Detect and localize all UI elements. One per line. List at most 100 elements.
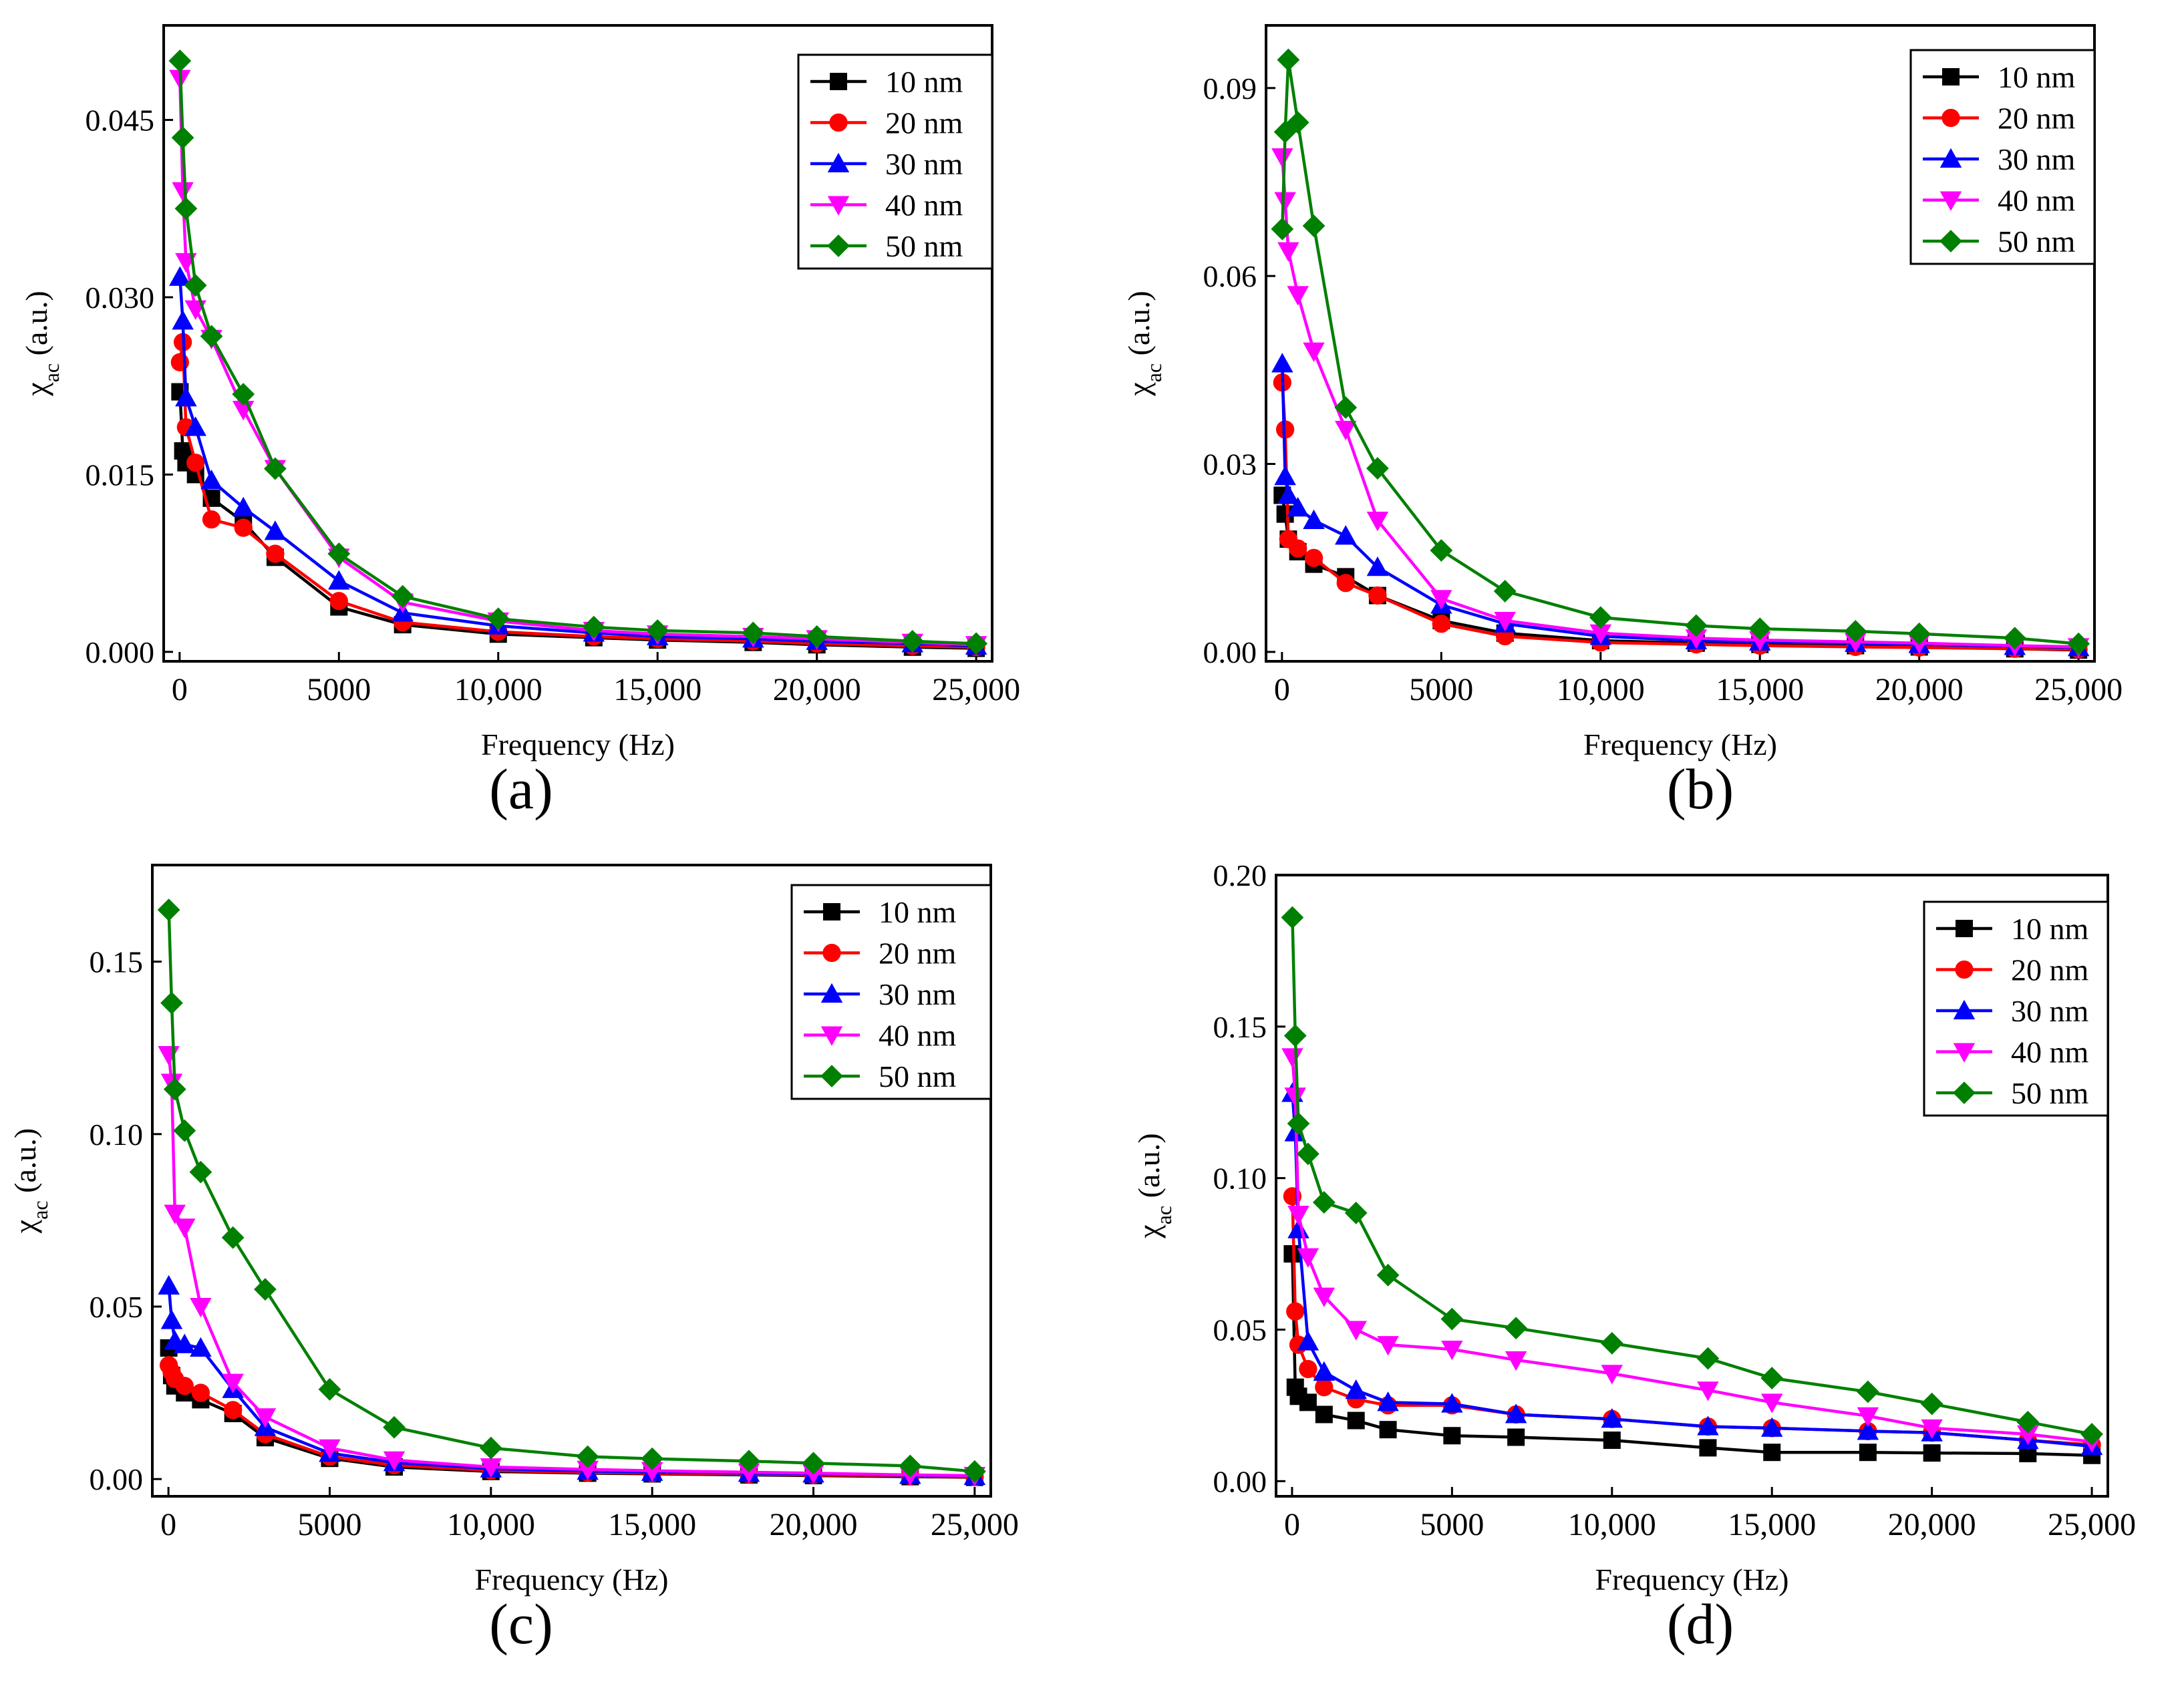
data-point bbox=[1845, 633, 1867, 653]
series-10-nm bbox=[1273, 486, 2088, 659]
data-point bbox=[1286, 1302, 1305, 1321]
data-point bbox=[2067, 632, 2090, 655]
data-point bbox=[1281, 906, 1304, 929]
data-point bbox=[1315, 1378, 1334, 1397]
data-point bbox=[1297, 1248, 1319, 1268]
data-point bbox=[1299, 1393, 1317, 1411]
chart-panel-d: 0 5000 10,000 15,000 20,000 25,000 0.00 0.05 0.1… bbox=[1132, 858, 2136, 1596]
data-point bbox=[1600, 1332, 1623, 1355]
data-point bbox=[1907, 622, 1931, 645]
panel-label: (b) bbox=[1667, 757, 1734, 821]
data-point bbox=[1287, 286, 1309, 306]
data-point bbox=[172, 310, 194, 330]
data-point bbox=[1760, 1393, 1783, 1413]
data-point bbox=[1368, 586, 1387, 605]
x-tick-label: 10,000 bbox=[1557, 672, 1645, 707]
data-point bbox=[186, 454, 205, 472]
chart-panel-c: 0 5000 10,000 15,000 20,000 25,000 0.00 0.05 0.1… bbox=[8, 864, 1019, 1596]
data-point bbox=[641, 1447, 664, 1470]
data-point bbox=[1859, 1444, 1877, 1462]
data-point bbox=[264, 457, 287, 480]
y-tick-label: 0.030 bbox=[86, 281, 155, 315]
data-point bbox=[1856, 1380, 1879, 1403]
data-point bbox=[1696, 1347, 1720, 1370]
x-tick-label: 15,000 bbox=[613, 672, 701, 707]
x-tick-label: 5000 bbox=[307, 672, 371, 707]
data-point bbox=[175, 1377, 194, 1395]
y-axis-label: χac (a.u.) bbox=[8, 1128, 52, 1234]
data-point bbox=[646, 619, 669, 642]
data-point bbox=[1344, 1201, 1368, 1224]
x-tick-label: 25,000 bbox=[931, 1507, 1019, 1542]
series-20-nm bbox=[159, 1356, 984, 1486]
data-point bbox=[319, 1439, 341, 1459]
series-line bbox=[1291, 917, 2092, 1436]
data-point bbox=[2003, 627, 2026, 650]
series-30-nm bbox=[158, 1275, 986, 1486]
data-point bbox=[1697, 1415, 1719, 1436]
legend-label: 20 nm bbox=[2011, 953, 2089, 987]
data-point bbox=[1377, 1391, 1399, 1411]
series-20-nm bbox=[1273, 373, 2088, 659]
data-point bbox=[158, 1275, 180, 1295]
data-point bbox=[1430, 539, 1453, 562]
data-point bbox=[805, 625, 828, 648]
data-point bbox=[172, 182, 194, 202]
data-point bbox=[174, 1333, 196, 1353]
data-point bbox=[1277, 48, 1300, 71]
legend: 10 nm 20 nm 30 nm 40 nm 50 nm bbox=[797, 53, 993, 270]
x-tick-label: 5000 bbox=[1420, 1507, 1484, 1542]
y-tick-label: 0.015 bbox=[86, 458, 155, 492]
data-point bbox=[1748, 617, 1772, 641]
data-point bbox=[1857, 1407, 1879, 1427]
data-point bbox=[1271, 148, 1293, 168]
x-tick-label: 20,000 bbox=[770, 1507, 858, 1542]
data-point bbox=[1284, 1087, 1306, 1108]
series-line bbox=[1291, 1196, 2092, 1447]
data-point bbox=[1601, 1408, 1623, 1428]
y-tick-label: 0.045 bbox=[86, 104, 155, 138]
data-point bbox=[1493, 580, 1517, 603]
data-point bbox=[1273, 120, 1297, 144]
plot-frame bbox=[1265, 24, 2096, 663]
data-point bbox=[1844, 620, 1867, 643]
x-tick-label: 15,000 bbox=[1728, 1507, 1816, 1542]
data-point bbox=[168, 49, 192, 72]
data-point bbox=[576, 1445, 599, 1468]
data-point bbox=[1441, 1340, 1463, 1361]
x-tick-label: 5000 bbox=[1409, 672, 1473, 707]
data-point bbox=[1748, 631, 1771, 651]
series-30-nm bbox=[1271, 353, 2090, 657]
data-point bbox=[1303, 342, 1325, 362]
data-point bbox=[383, 1451, 406, 1472]
x-axis-label: Frequency (Hz) bbox=[1583, 727, 1777, 762]
data-point bbox=[224, 1401, 243, 1419]
data-point bbox=[1287, 496, 1309, 517]
legend-box bbox=[797, 53, 993, 270]
data-point bbox=[318, 1378, 341, 1401]
legend-marker bbox=[1955, 960, 1974, 979]
data-point bbox=[190, 1297, 212, 1318]
series-line bbox=[1281, 382, 2079, 651]
y-axis-label: χac (a.u.) bbox=[19, 291, 63, 396]
legend-marker bbox=[820, 1026, 843, 1046]
data-point bbox=[1315, 1405, 1333, 1423]
data-point bbox=[232, 496, 255, 516]
x-tick-label: 20,000 bbox=[1875, 672, 1964, 707]
series-10-nm bbox=[171, 383, 985, 657]
legend-label: 10 nm bbox=[879, 895, 957, 929]
chart-panel-a: 0 5000 10,000 15,000 20,000 25,000 0.000 0.015 0… bbox=[19, 24, 1020, 762]
legend: 10 nm 20 nm 30 nm 40 nm 50 nm bbox=[790, 884, 992, 1100]
data-point bbox=[2017, 1425, 2039, 1446]
series-line bbox=[1291, 1057, 2092, 1444]
y-tick-label: 0.10 bbox=[90, 1118, 144, 1152]
x-axis-label: Frequency (Hz) bbox=[475, 1562, 669, 1596]
data-point bbox=[1334, 420, 1357, 441]
data-point bbox=[742, 621, 765, 645]
data-point bbox=[577, 1460, 599, 1480]
data-point bbox=[173, 1119, 196, 1142]
data-point bbox=[327, 542, 351, 565]
data-point bbox=[164, 1204, 186, 1224]
data-point bbox=[163, 1077, 186, 1101]
